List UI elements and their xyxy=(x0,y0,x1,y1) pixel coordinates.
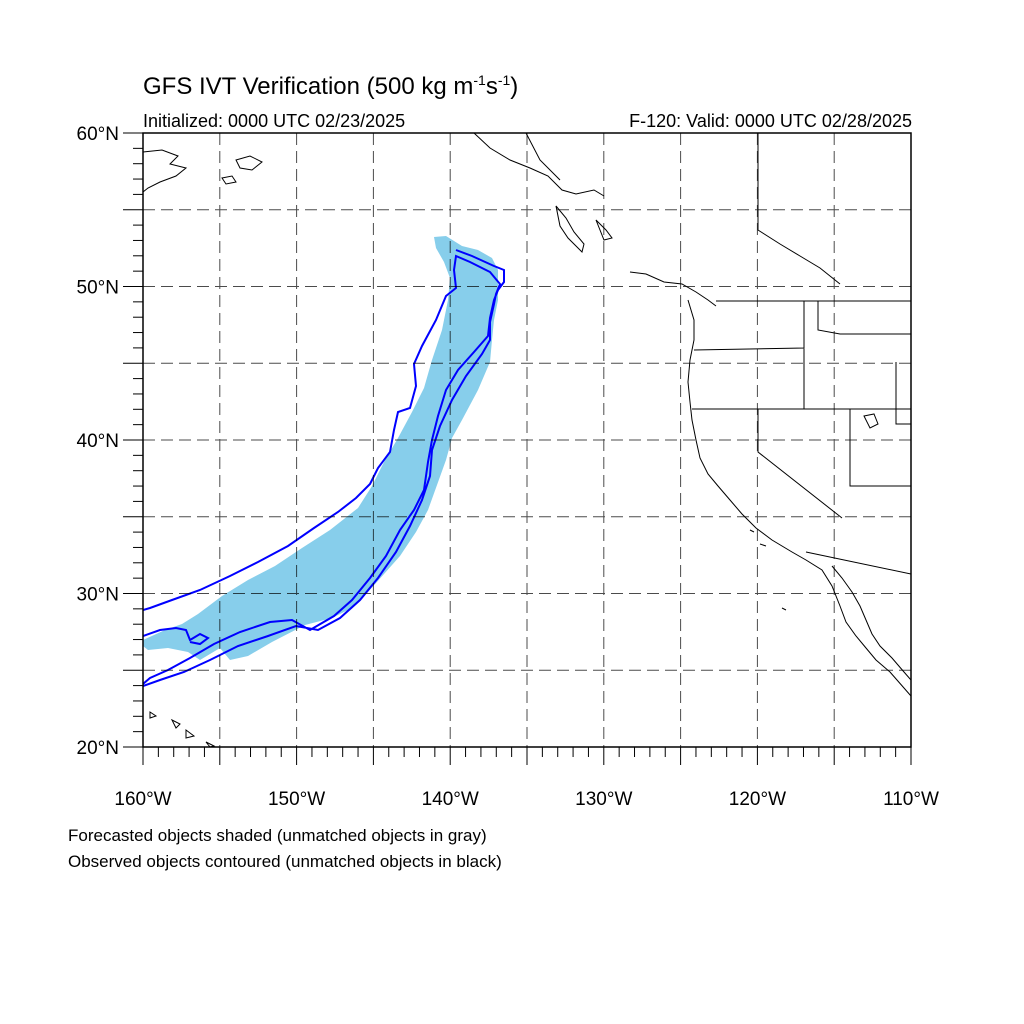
bc-coast xyxy=(555,205,717,307)
axis-ticks xyxy=(123,132,912,765)
lon-label: 150°W xyxy=(268,789,325,810)
observed-legend-note: Observed objects contoured (unmatched ob… xyxy=(68,852,502,871)
alaska-coast-west xyxy=(143,149,188,193)
axis-labels: 60°N 50°N 40°N 30°N 20°N 160°W 150°W 140°W 130°W… xyxy=(77,124,939,810)
lon-label: 130°W xyxy=(575,789,632,810)
alaska-gulf-coast xyxy=(473,133,605,197)
alaska-islands xyxy=(221,155,263,185)
lat-label: 60°N xyxy=(77,124,119,145)
great-salt-lake xyxy=(863,413,879,429)
lat-label: 30°N xyxy=(77,585,119,606)
forecast-legend-note: Forecasted objects shaded (unmatched obj… xyxy=(68,826,487,845)
lat-label: 20°N xyxy=(77,738,119,759)
us-west-coast xyxy=(687,299,911,697)
canada-interior xyxy=(757,133,841,285)
map-title: GFS IVT Verification (500 kg m-1s-1) xyxy=(143,72,519,100)
observed-ivt-contour-stub xyxy=(143,626,210,646)
valid-time: F-120: Valid: 0000 UTC 02/28/2025 xyxy=(629,111,912,131)
coastlines xyxy=(143,133,911,747)
alaska-canada-border xyxy=(525,133,561,181)
observed-ivt-contour-main xyxy=(143,249,505,687)
channel-islands xyxy=(749,529,787,611)
forecast-ivt-object xyxy=(143,236,498,660)
lon-label: 120°W xyxy=(729,789,786,810)
lat-label: 40°N xyxy=(77,431,119,452)
hawaii xyxy=(149,711,216,747)
lon-label: 140°W xyxy=(422,789,479,810)
lat-label: 50°N xyxy=(77,278,119,299)
lon-label: 110°W xyxy=(883,789,939,810)
lon-label: 160°W xyxy=(114,789,171,810)
state-borders xyxy=(692,301,911,575)
initialized-time: Initialized: 0000 UTC 02/23/2025 xyxy=(143,111,406,131)
grid-lines xyxy=(143,133,911,747)
baja-california xyxy=(831,565,911,681)
